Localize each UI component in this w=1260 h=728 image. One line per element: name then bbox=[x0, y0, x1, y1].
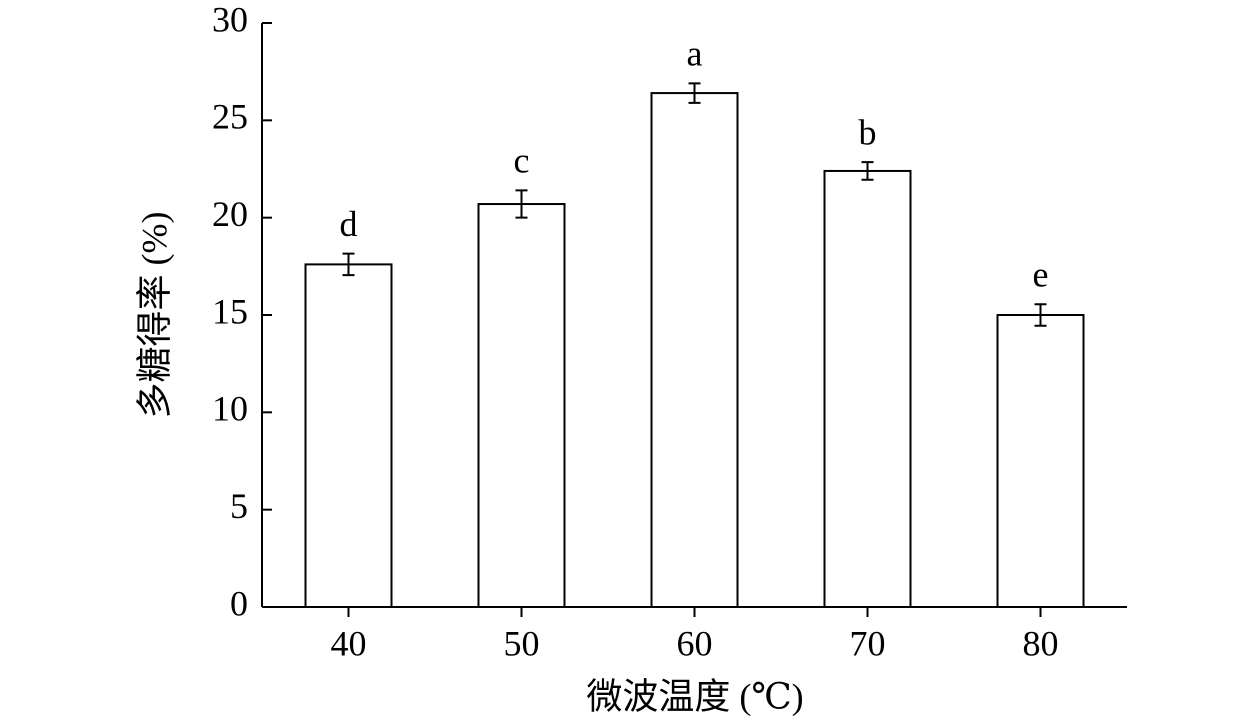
bar bbox=[823, 169, 912, 609]
y-tick-label: 15 bbox=[212, 291, 248, 331]
bar bbox=[477, 203, 566, 608]
error-bar bbox=[515, 189, 528, 219]
x-tick-label: 80 bbox=[1023, 623, 1059, 663]
y-tick-label: 20 bbox=[212, 194, 248, 234]
x-tick-label: 50 bbox=[504, 623, 540, 663]
x-axis-label: 微波温度 (℃) bbox=[586, 676, 803, 716]
y-tick-label: 30 bbox=[212, 0, 248, 39]
annotation: d bbox=[340, 204, 358, 244]
error-bar bbox=[861, 161, 874, 181]
error-bar bbox=[1034, 303, 1047, 327]
annotation: c bbox=[514, 141, 530, 181]
bar bbox=[996, 314, 1085, 608]
x-tick-label: 60 bbox=[677, 623, 713, 663]
error-bar bbox=[688, 82, 701, 104]
y-tick-label: 10 bbox=[212, 389, 248, 429]
x-tick-label: 70 bbox=[850, 623, 886, 663]
y-tick-label: 0 bbox=[230, 583, 248, 623]
annotation: e bbox=[1033, 255, 1049, 295]
bar bbox=[304, 263, 393, 608]
bar bbox=[650, 92, 739, 608]
annotation: b bbox=[859, 112, 877, 152]
y-axis-label: 多糖得率 (%) bbox=[134, 212, 174, 419]
y-tick-label: 5 bbox=[230, 486, 248, 526]
x-tick-label: 40 bbox=[331, 623, 367, 663]
annotation: a bbox=[687, 34, 703, 74]
y-tick-label: 25 bbox=[212, 97, 248, 137]
error-bar bbox=[342, 252, 355, 277]
